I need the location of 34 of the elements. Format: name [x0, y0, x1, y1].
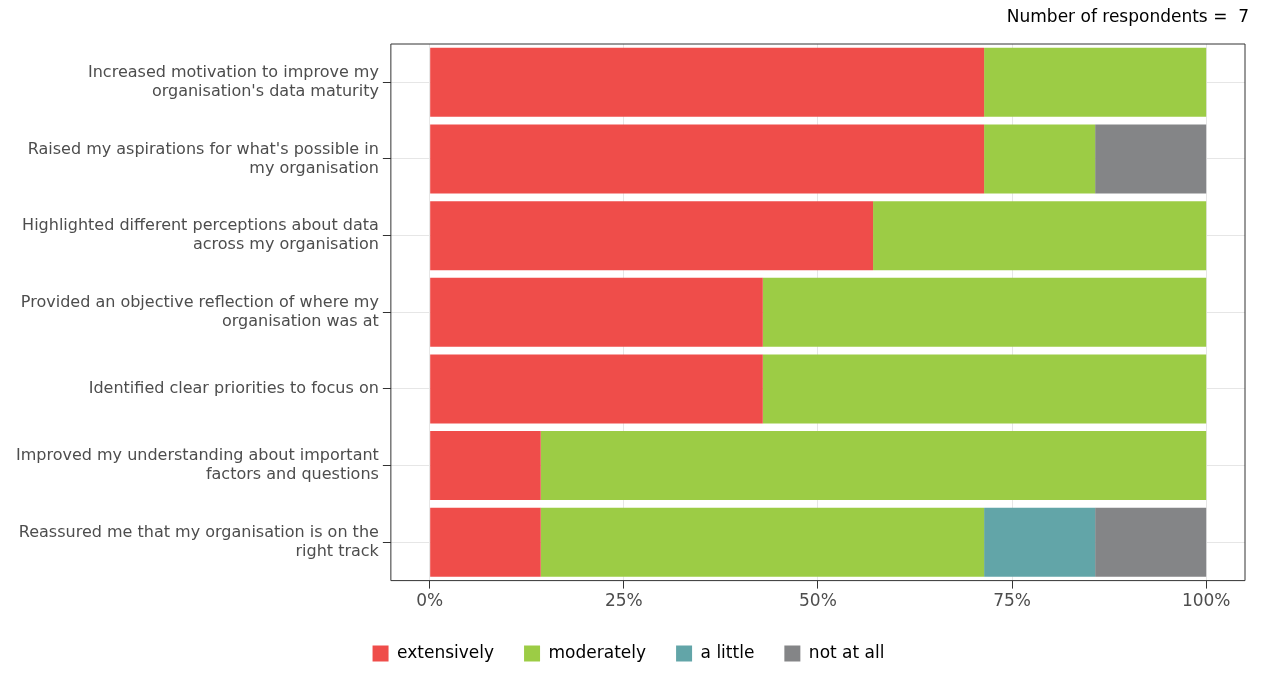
bar: [540, 507, 985, 577]
y-tick-label: Provided an objective reflection of where my organisation was at: [20, 291, 379, 331]
y-tick-label: Improved my understanding about important factors and questions: [15, 445, 379, 484]
legend-label: extensively: [397, 641, 495, 662]
bar: [762, 354, 1207, 424]
legend-label: moderately: [548, 641, 647, 662]
bar: [984, 124, 1096, 194]
x-tick-label: 50%: [799, 590, 837, 611]
bar: [430, 431, 541, 501]
text: Number of respondents = 7: [1006, 6, 1249, 27]
y-tick-label: Increased motivation to improve my organisation's data maturity: [88, 61, 379, 101]
bar: [430, 201, 874, 271]
bar: [430, 507, 541, 577]
bar: [430, 47, 985, 117]
bar: [1095, 124, 1207, 194]
x-tick-label: 100%: [1181, 590, 1231, 611]
y-tick-label: Identified clear priorities to focus on: [88, 378, 379, 398]
x-tick-label: 0%: [416, 590, 444, 611]
bar: [873, 201, 1207, 271]
bar: [430, 277, 763, 347]
bar: [762, 277, 1207, 347]
bar: [984, 47, 1207, 117]
bar: [430, 354, 763, 424]
y-tick-label: Reassured me that my organisation is on the right track: [18, 521, 380, 561]
bar: [1095, 507, 1207, 577]
y-tick-label: Raised my aspirations for what's possible in my organisation: [27, 138, 379, 177]
legend-label: a little: [700, 641, 755, 662]
bar: [984, 507, 1096, 577]
bar: [540, 431, 1207, 501]
y-tick-label: Highlighted different perceptions about data across my organisation: [22, 215, 379, 254]
x-tick-label: 75%: [993, 590, 1031, 611]
legend-label: not at all: [808, 641, 885, 662]
bar: [430, 124, 985, 194]
x-tick-label: 25%: [604, 590, 643, 611]
